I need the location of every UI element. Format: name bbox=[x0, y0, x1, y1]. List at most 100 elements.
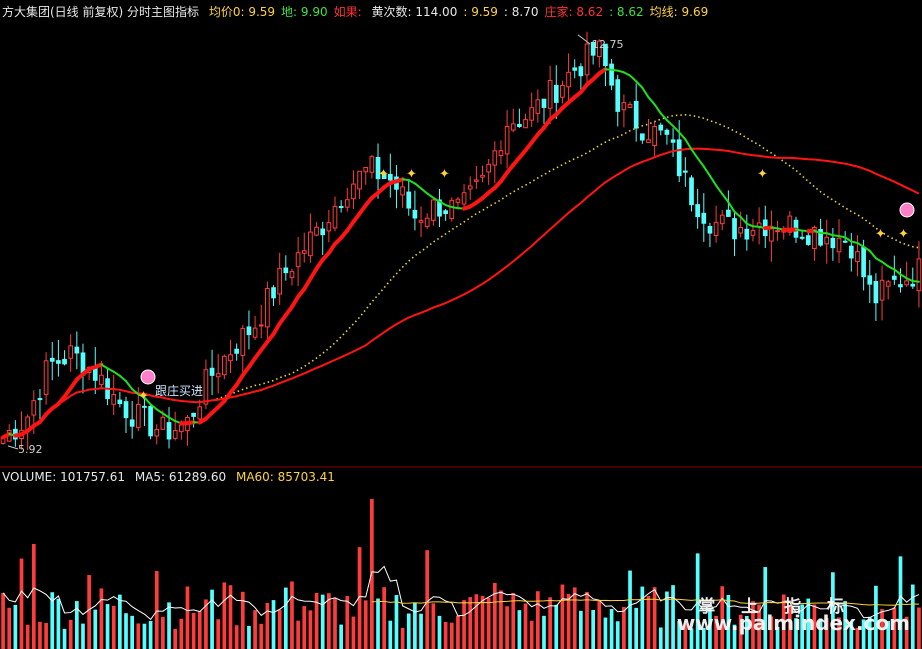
candle-body bbox=[449, 199, 455, 220]
candle-body bbox=[732, 218, 737, 240]
volume-bar bbox=[615, 621, 620, 649]
ma10-segment bbox=[844, 236, 853, 243]
ma10-segment bbox=[708, 174, 718, 187]
volume-bar bbox=[302, 606, 307, 649]
candle-body bbox=[695, 204, 700, 218]
volume-bar bbox=[535, 591, 540, 649]
volume-bar bbox=[708, 607, 712, 649]
candle-body bbox=[430, 199, 436, 221]
ma10-segment bbox=[420, 187, 429, 195]
volume-bar bbox=[640, 586, 645, 649]
volume-bar bbox=[333, 597, 337, 649]
ma10-segment bbox=[394, 177, 405, 184]
candle-body bbox=[344, 199, 350, 208]
volume-bar bbox=[105, 604, 110, 649]
candle-body bbox=[590, 42, 596, 56]
volume-bar bbox=[413, 602, 417, 649]
volume-bar bbox=[419, 613, 423, 649]
runner-icon: ✦ bbox=[138, 389, 149, 404]
candle-body bbox=[308, 231, 313, 257]
candle-body bbox=[129, 419, 135, 427]
volume-bar bbox=[283, 587, 288, 649]
volume-bar bbox=[81, 623, 85, 649]
candle-body bbox=[553, 84, 559, 103]
ma10-segment bbox=[137, 393, 146, 399]
candle-body bbox=[584, 43, 590, 76]
volume-bar bbox=[259, 623, 264, 649]
ma10-segment bbox=[678, 131, 687, 141]
volume-bar bbox=[763, 567, 768, 649]
candle-body bbox=[639, 133, 645, 141]
volume-bar bbox=[154, 571, 159, 649]
volume-bar bbox=[542, 615, 546, 649]
volume-bar bbox=[492, 582, 497, 649]
volume-bar bbox=[376, 598, 380, 649]
candle-body bbox=[560, 84, 565, 98]
candle-body bbox=[916, 258, 922, 292]
ma10-segment bbox=[659, 112, 668, 122]
volume-bar bbox=[38, 621, 42, 649]
volume-bar bbox=[339, 624, 343, 649]
candle-body bbox=[117, 399, 123, 405]
candle-body bbox=[683, 170, 688, 173]
candle-body bbox=[842, 240, 848, 243]
volume-bar bbox=[19, 558, 24, 649]
volume-bar bbox=[99, 588, 104, 649]
ma10-segment bbox=[899, 273, 908, 280]
volume-bar bbox=[179, 618, 184, 649]
ma10-segment bbox=[168, 416, 177, 423]
volume-bar bbox=[93, 609, 98, 649]
candle-body bbox=[400, 186, 405, 196]
volume-bar bbox=[511, 593, 516, 649]
volume-bar bbox=[794, 618, 798, 649]
candle-body bbox=[154, 428, 160, 437]
ma10-segment bbox=[770, 226, 779, 230]
volume-bar bbox=[50, 592, 55, 649]
candle-body bbox=[363, 166, 369, 173]
volume-bar bbox=[849, 622, 854, 649]
indicator-5: : 8.70 bbox=[503, 5, 539, 19]
candle-body bbox=[812, 226, 817, 249]
ma10-segment bbox=[727, 201, 736, 213]
volume-bar bbox=[314, 592, 319, 649]
volume-bar bbox=[308, 610, 313, 649]
volume-bar bbox=[271, 600, 276, 649]
volume-bar bbox=[357, 547, 362, 649]
ma10-segment bbox=[125, 380, 134, 391]
ma10-segment bbox=[905, 277, 914, 283]
ma10-segment bbox=[825, 232, 834, 237]
candle-body bbox=[424, 217, 430, 227]
volume-bar bbox=[677, 621, 682, 649]
candle-body bbox=[805, 235, 811, 245]
candle-body bbox=[375, 156, 381, 180]
volume-bar bbox=[234, 625, 239, 649]
volume-bar bbox=[197, 610, 202, 649]
ma10-segment bbox=[185, 420, 196, 426]
volume-bar bbox=[665, 591, 669, 649]
volume-bar bbox=[456, 615, 460, 649]
volume-bar bbox=[714, 615, 718, 649]
ma10-segment bbox=[131, 388, 140, 396]
runner-icon: ✦ bbox=[439, 167, 450, 182]
volume-bar bbox=[683, 623, 688, 649]
ma10-segment bbox=[696, 157, 705, 168]
volume-bar bbox=[118, 594, 122, 649]
volume-bar bbox=[437, 615, 442, 649]
ma60-value: MA60: 85703.41 bbox=[235, 470, 335, 484]
volume-bar bbox=[720, 586, 725, 649]
ma10-segment bbox=[887, 265, 896, 271]
candle-body bbox=[332, 205, 338, 229]
volume-bar bbox=[74, 601, 79, 649]
ma10-segment bbox=[893, 268, 902, 276]
volume-bar bbox=[247, 625, 251, 649]
volume-bar bbox=[499, 590, 503, 649]
candle-body bbox=[474, 179, 479, 182]
ma10-segment bbox=[862, 245, 871, 252]
candle-body bbox=[566, 71, 571, 88]
ma10-segment bbox=[911, 280, 920, 283]
candle-body bbox=[713, 221, 719, 237]
volume-bar bbox=[130, 615, 134, 649]
volume-bar bbox=[554, 604, 559, 649]
ma10-segment bbox=[622, 71, 632, 77]
ma10-segment bbox=[868, 249, 877, 260]
